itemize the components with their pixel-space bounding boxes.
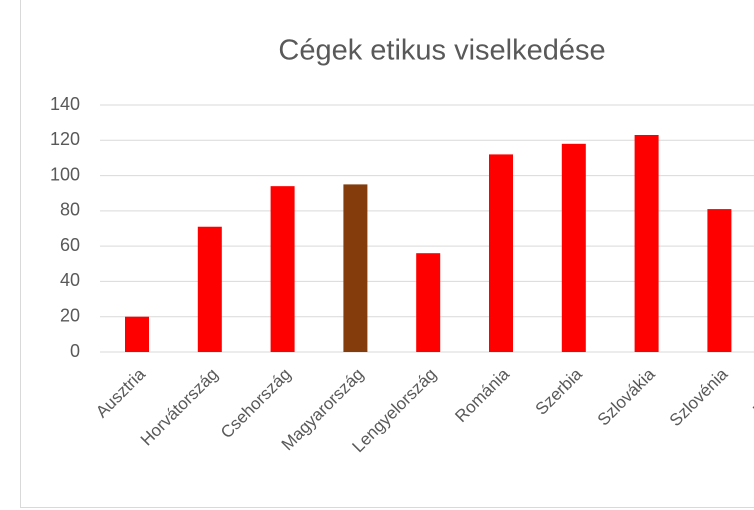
y-tick-label: 20: [60, 305, 80, 325]
y-tick-label: 60: [60, 235, 80, 255]
bar: [634, 134, 659, 352]
chart-title: Cégek etikus viselkedése: [278, 35, 605, 67]
bar: [707, 209, 732, 352]
x-tick-label: Csehország: [217, 365, 295, 443]
y-tick-label: 0: [70, 341, 80, 361]
x-tick-label: Szerbia: [532, 364, 587, 419]
x-tick-label: Horvátország: [137, 365, 222, 450]
y-tick-label: 80: [60, 200, 80, 220]
y-tick-label: 100: [50, 164, 80, 184]
x-tick-label: Szlovákia: [594, 364, 659, 429]
bar: [561, 143, 586, 352]
bar: [197, 226, 222, 352]
bar: [125, 316, 149, 352]
x-tick-label: Ukrajna: [749, 364, 754, 419]
y-tick-label: 120: [50, 129, 80, 149]
y-tick-label: 140: [50, 94, 80, 114]
y-tick-label: 40: [60, 270, 80, 290]
bar: [343, 184, 368, 352]
bar: [416, 253, 441, 352]
x-tick-label: Ausztria: [92, 364, 149, 421]
bar: [270, 186, 295, 352]
bar: [489, 154, 513, 352]
x-tick-label: Románia: [451, 364, 513, 426]
x-tick-label: Szlovénia: [666, 364, 732, 430]
